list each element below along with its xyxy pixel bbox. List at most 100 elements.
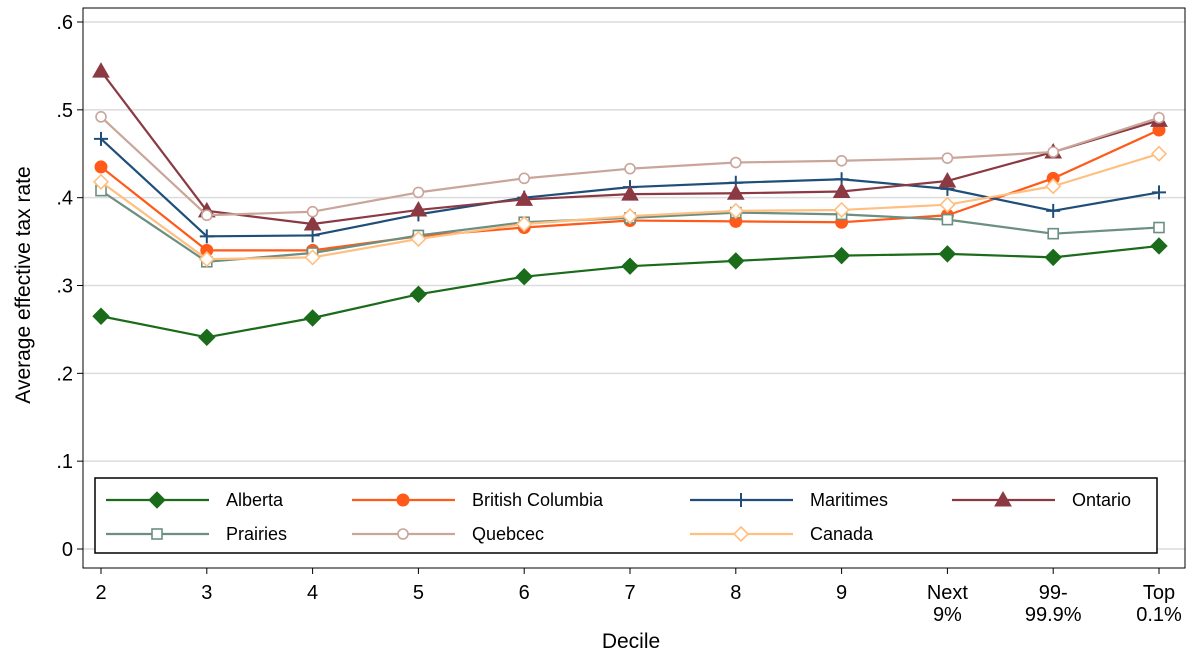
y-tick-label: .1	[56, 451, 73, 473]
data-point	[1047, 146, 1059, 158]
legend-item: Alberta	[106, 490, 284, 510]
x-tick-label: 7	[624, 582, 635, 604]
grid-lines	[83, 21, 1185, 550]
data-point	[835, 154, 848, 167]
data-point	[727, 202, 744, 219]
data-point	[1150, 237, 1168, 255]
data-point	[304, 249, 321, 266]
data-point	[1153, 221, 1165, 234]
data-point	[303, 215, 322, 231]
legend-item: Prairies	[106, 524, 287, 544]
data-point	[199, 229, 214, 244]
legend-swatch-marker	[151, 528, 163, 540]
x-tick-label: 99.9%	[1025, 604, 1082, 626]
x-tick-label: 4	[307, 582, 318, 604]
legend-box	[94, 477, 1158, 554]
data-point	[94, 160, 108, 174]
series-ontario	[92, 62, 1168, 231]
legend-label: British Columbia	[472, 490, 604, 510]
data-point	[305, 228, 320, 243]
legend-swatch-marker	[148, 491, 166, 509]
data-point	[1045, 178, 1062, 195]
data-point	[518, 172, 531, 185]
x-tick-label: 3	[201, 582, 212, 604]
x-tick-label: 9%	[933, 604, 962, 626]
data-point	[1153, 111, 1165, 124]
y-tick-label: .6	[56, 12, 73, 34]
y-axis: 0 .1 .2 .3 .4 .5 .6	[56, 8, 84, 568]
legend-swatch-marker	[734, 493, 748, 507]
legend-swatch-marker	[994, 490, 1012, 507]
data-point	[624, 162, 636, 175]
x-tick-label: Next	[927, 582, 969, 604]
series-alberta	[92, 237, 1168, 347]
series-line	[100, 70, 1160, 226]
y-tick-label: .4	[56, 188, 73, 210]
x-tick-label: 5	[413, 582, 424, 604]
y-tick-label: 0	[62, 539, 73, 561]
data-point	[515, 190, 534, 206]
data-point	[516, 215, 533, 233]
x-tick-label: 6	[519, 582, 530, 604]
data-point	[95, 111, 107, 123]
x-tick-label: 9	[836, 582, 847, 604]
y-tick-label: .2	[56, 363, 73, 385]
legend-item: Quebcec	[352, 524, 544, 544]
legend-label: Canada	[810, 524, 874, 544]
data-point	[409, 200, 428, 217]
data-point	[515, 268, 533, 286]
legend-label: Prairies	[226, 524, 287, 544]
data-point	[303, 309, 322, 327]
data-point	[938, 171, 957, 188]
data-point	[621, 257, 639, 275]
series-layer	[92, 62, 1168, 347]
data-point	[1047, 227, 1059, 240]
legend-label: Alberta	[226, 490, 284, 510]
legend-item: Maritimes	[690, 490, 888, 510]
data-point	[201, 209, 213, 222]
data-point	[726, 184, 745, 200]
data-point	[939, 196, 956, 213]
data-point	[621, 207, 639, 225]
data-point	[1150, 145, 1168, 162]
legend-swatch-marker	[732, 525, 750, 543]
data-point	[1046, 203, 1061, 218]
legend-item: Canada	[690, 524, 874, 544]
legend-item: Ontario	[952, 490, 1131, 510]
data-point	[94, 131, 108, 146]
data-point	[409, 285, 428, 303]
data-point	[941, 213, 954, 226]
x-axis-title: Decile	[602, 630, 660, 653]
x-tick-label: 2	[95, 582, 106, 604]
y-axis-title: Average effective tax rate	[12, 166, 35, 403]
data-point	[306, 205, 319, 218]
y-tick-label: .5	[56, 100, 73, 122]
legend-swatch-marker	[397, 528, 409, 540]
data-point	[941, 152, 954, 164]
data-point	[198, 328, 216, 347]
data-point	[92, 307, 110, 325]
legend-label: Ontario	[1072, 490, 1131, 510]
x-tick-label: 0.1%	[1136, 604, 1182, 626]
legend: Alberta British Columbia Maritimes Ontario P…	[94, 477, 1158, 554]
data-point	[832, 182, 851, 199]
y-tick-label: .3	[56, 276, 73, 298]
data-point	[412, 186, 425, 199]
data-point	[621, 185, 639, 201]
data-point	[410, 230, 427, 248]
x-tick-label: 99-	[1039, 582, 1068, 604]
series-quebcec	[95, 111, 1165, 222]
data-point	[198, 251, 215, 268]
series-canada	[92, 145, 1168, 268]
data-point	[92, 173, 110, 190]
legend-swatch-marker	[396, 493, 410, 507]
data-point	[729, 156, 742, 169]
data-point	[938, 245, 957, 263]
data-point	[727, 252, 745, 270]
x-tick-label: 8	[730, 582, 741, 604]
legend-item: British Columbia	[352, 490, 604, 510]
data-point	[833, 201, 850, 219]
data-point	[92, 62, 110, 78]
